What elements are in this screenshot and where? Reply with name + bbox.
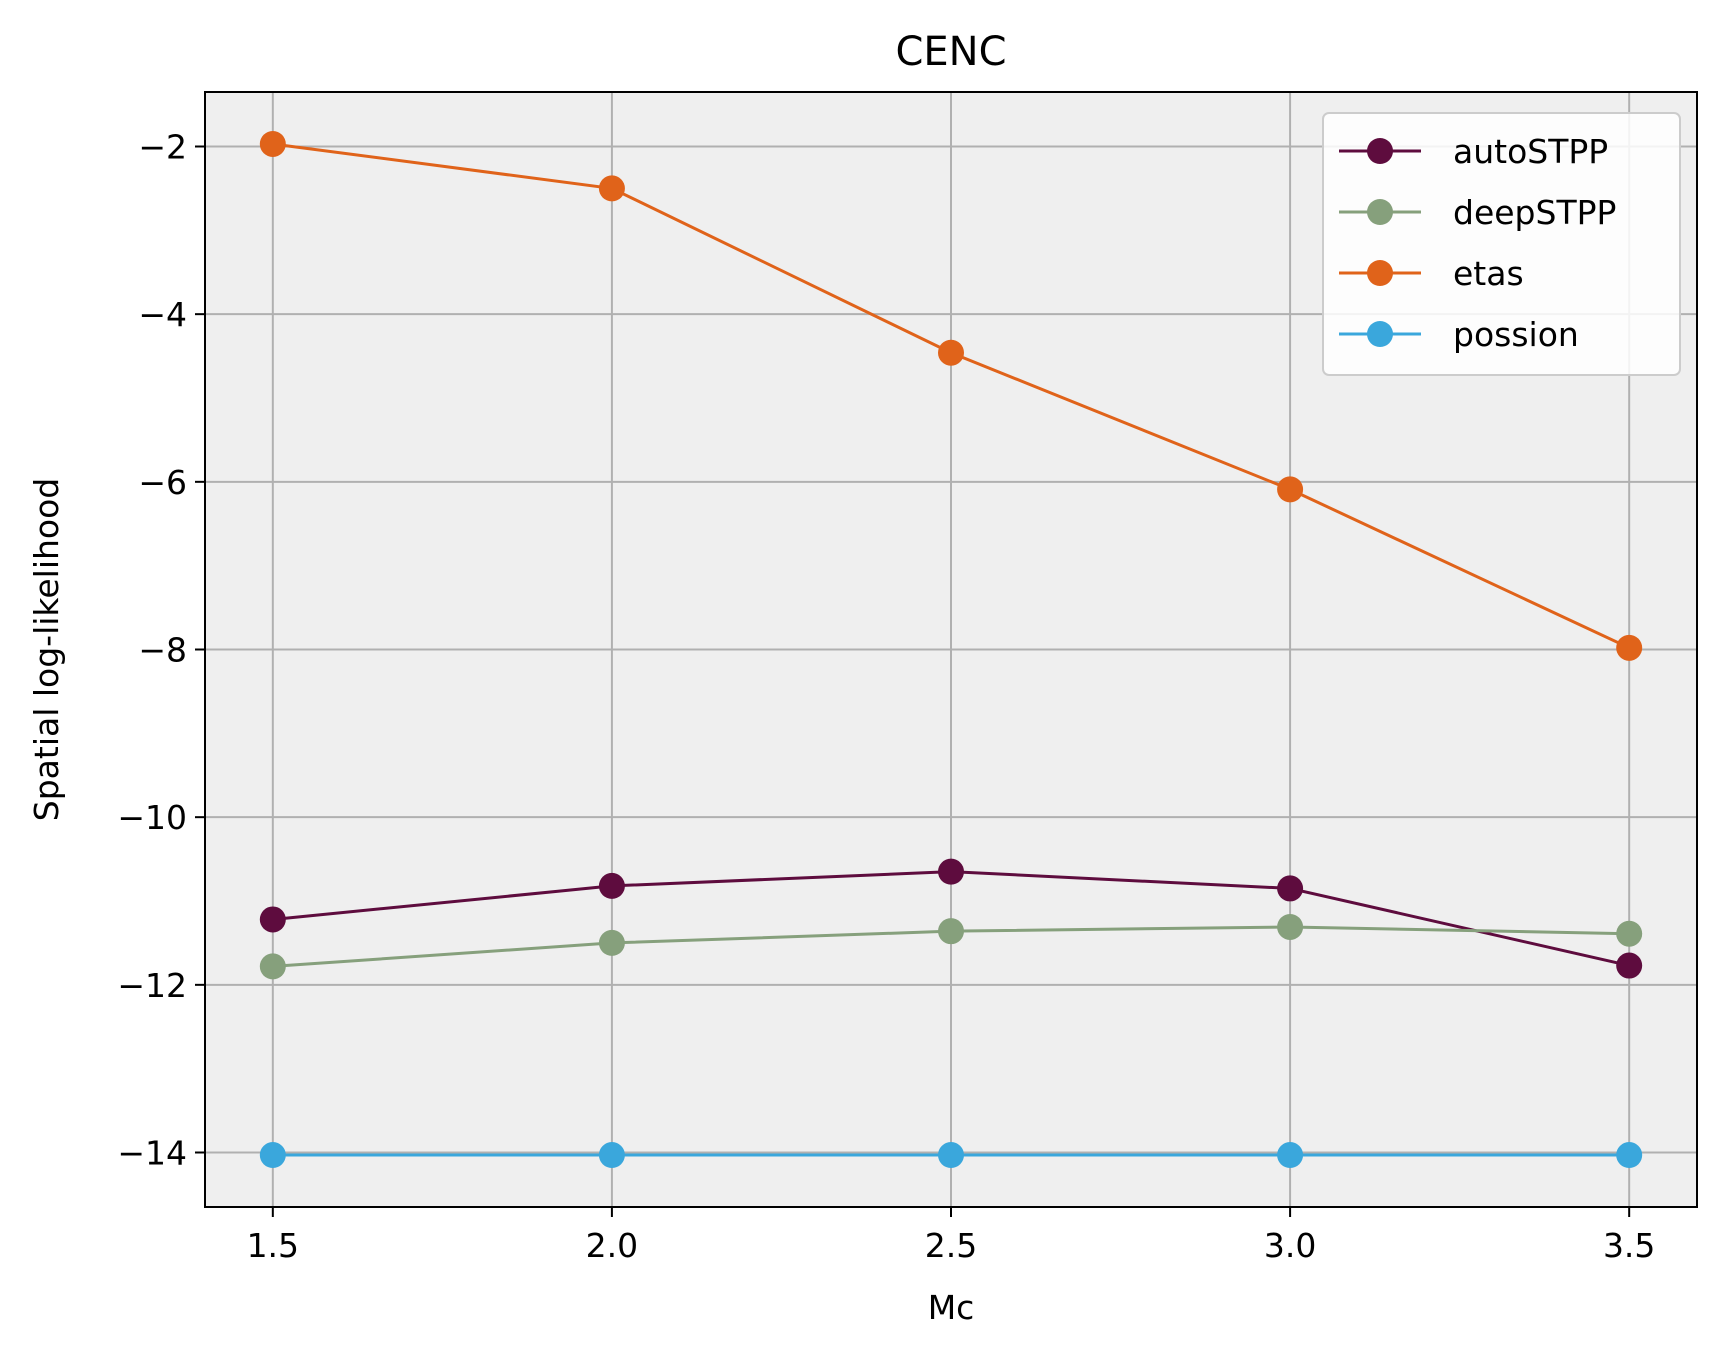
y-tick-label: −8	[138, 631, 187, 670]
legend: autoSTPP deepSTPP etas possion	[1322, 112, 1681, 376]
data-point	[1277, 913, 1304, 940]
data-point	[1616, 920, 1643, 947]
data-point	[259, 130, 286, 157]
legend-item-possion: possion	[1339, 315, 1579, 354]
data-point	[1616, 634, 1643, 661]
x-tick-label: 2.0	[586, 1226, 638, 1265]
data-point	[1277, 476, 1304, 503]
y-tick-label: −12	[117, 966, 187, 1005]
y-tick-label: −6	[138, 463, 187, 502]
data-point	[598, 175, 625, 202]
data-point	[598, 929, 625, 956]
y-tick-label: −4	[138, 295, 187, 334]
legend-marker	[1367, 199, 1393, 225]
series-layer	[259, 130, 1643, 1169]
x-axis: 1.5 2.0 2.5 3.0 3.5	[247, 1207, 1655, 1265]
data-point	[938, 858, 964, 885]
y-axis-label: Spatial log-likelihood	[27, 478, 66, 821]
legend-item-etas: etas	[1339, 254, 1524, 293]
x-tick-label: 2.5	[925, 1226, 977, 1265]
legend-item-autoSTPP: autoSTPP	[1339, 132, 1608, 171]
legend-item-deepSTPP: deepSTPP	[1339, 193, 1616, 232]
data-point	[1616, 952, 1643, 979]
series-possion	[259, 1142, 1643, 1169]
legend-label: possion	[1453, 315, 1579, 354]
data-point	[938, 1142, 964, 1169]
data-point	[938, 339, 964, 366]
x-tick-label: 1.5	[247, 1226, 299, 1265]
y-axis: −2 −4 −6 −8 −10 −12 −14	[117, 127, 205, 1173]
legend-label: etas	[1453, 254, 1524, 293]
data-point	[259, 953, 286, 980]
y-tick-label: −2	[138, 127, 187, 166]
legend-marker	[1367, 138, 1393, 164]
data-point	[598, 872, 625, 899]
data-point	[259, 906, 286, 933]
data-point	[1277, 1142, 1304, 1169]
series-autoSTPP	[259, 858, 1643, 979]
series-deepSTPP	[259, 913, 1643, 980]
legend-label: deepSTPP	[1453, 193, 1616, 232]
x-axis-label: Mc	[928, 1288, 975, 1327]
y-tick-label: −14	[117, 1134, 187, 1173]
x-tick-label: 3.0	[1264, 1226, 1316, 1265]
legend-marker	[1367, 321, 1393, 347]
legend-box	[1322, 112, 1681, 376]
series-etas	[259, 130, 1643, 661]
legend-label: autoSTPP	[1453, 132, 1608, 171]
data-point	[598, 1142, 625, 1169]
chart-title: CENC	[895, 29, 1006, 75]
data-point	[938, 918, 964, 945]
y-tick-label: −10	[117, 798, 187, 837]
data-point	[259, 1142, 286, 1169]
legend-marker	[1367, 260, 1393, 286]
data-point	[1277, 875, 1304, 902]
data-point	[1616, 1142, 1643, 1169]
x-tick-label: 3.5	[1603, 1226, 1655, 1265]
